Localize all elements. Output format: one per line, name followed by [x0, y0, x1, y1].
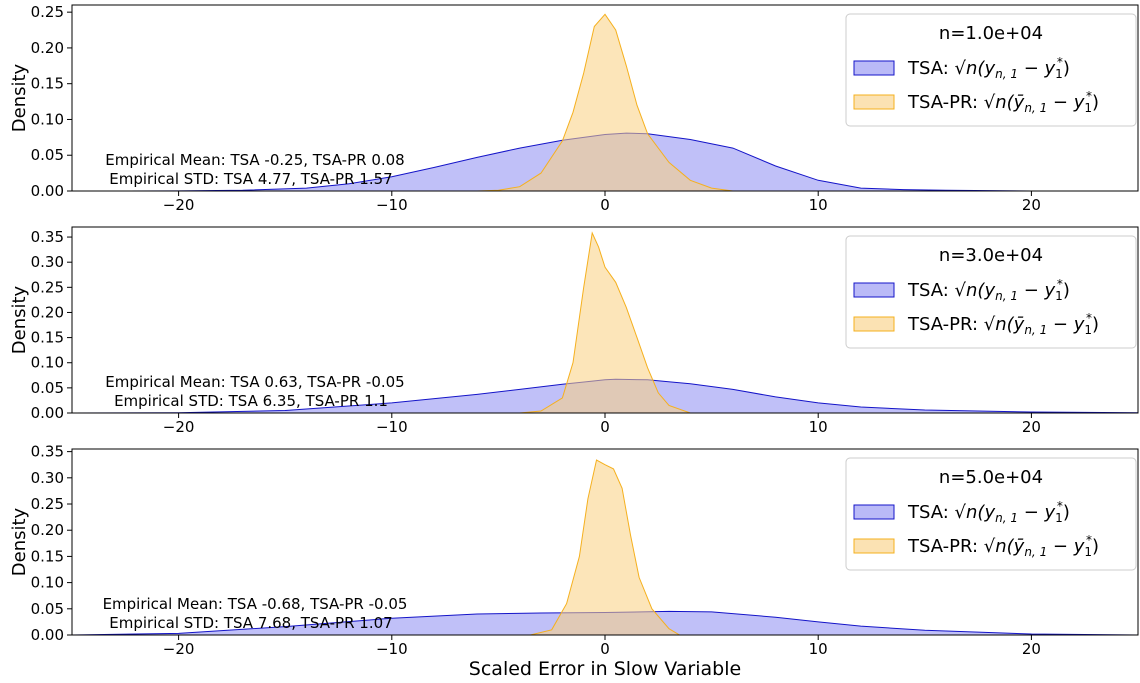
- legend-label-tsa: TSA: √n(yn, 1 − y1*): [907, 277, 1070, 303]
- legend: n=3.0e+04 TSA: √n(yn, 1 − y1*) TSA-PR: √n(…: [845, 235, 1137, 349]
- y-tick-label: 0.10: [31, 574, 64, 592]
- annotation-std: Empirical STD: TSA 6.35, TSA-PR 1.1: [114, 392, 388, 410]
- y-tick-label: 0.05: [31, 379, 64, 397]
- series-area-tsa-pr: [72, 233, 1138, 413]
- legend-swatch-tsa: [853, 282, 895, 298]
- legend-swatch-tsa-pr: [853, 94, 895, 110]
- legend-label-tsa: TSA: √n(yn, 1 − y1*): [907, 499, 1070, 525]
- series-area-tsa-pr: [72, 14, 1138, 191]
- legend-title: n=1.0e+04: [939, 23, 1043, 44]
- legend-label-tsa: TSA: √n(yn, 1 − y1*): [907, 55, 1070, 81]
- x-tick-label: −20: [163, 418, 195, 436]
- y-tick-label: 0.25: [31, 495, 64, 513]
- annotation-mean: Empirical Mean: TSA 0.63, TSA-PR -0.05: [105, 373, 404, 391]
- legend-title: n=3.0e+04: [939, 245, 1043, 266]
- y-tick-label: 0.10: [31, 354, 64, 372]
- y-tick-label: 0.20: [31, 303, 64, 321]
- legend-swatch-tsa-pr: [853, 316, 895, 332]
- legend-label-tsa-pr: TSA-PR: √n(ȳn, 1 − y1*): [907, 89, 1099, 115]
- legend: n=5.0e+04 TSA: √n(yn, 1 − y1*) TSA-PR: √n(…: [845, 457, 1137, 571]
- legend-swatch-tsa-pr: [853, 538, 895, 554]
- y-tick-label: 0.20: [31, 39, 64, 57]
- y-tick-label: 0.00: [31, 404, 64, 422]
- panel-1: −20 −10 0 10 20 0.00 0.05 0.10 0.15 0.20 0.25 Densi…: [9, 3, 1139, 214]
- y-tick-label: 0.05: [31, 600, 64, 618]
- y-tick-label: 0.25: [31, 278, 64, 296]
- y-tick-label: 0.20: [31, 521, 64, 539]
- y-tick-label: 0.10: [31, 110, 64, 128]
- x-tick-label: −10: [376, 418, 408, 436]
- y-axis-label: Density: [9, 507, 30, 576]
- x-tick-label: 0: [600, 418, 610, 436]
- annotation-mean: Empirical Mean: TSA -0.68, TSA-PR -0.05: [103, 595, 408, 613]
- series-line-tsa-pr: [72, 231, 1138, 413]
- y-tick-label: 0.35: [31, 228, 64, 246]
- legend-title: n=5.0e+04: [939, 467, 1043, 488]
- y-tick-label: 0.00: [31, 182, 64, 200]
- legend-swatch-tsa: [853, 504, 895, 520]
- legend: n=1.0e+04 TSA: √n(yn, 1 − y1*) TSA-PR: √n(…: [845, 13, 1137, 127]
- y-axis-label: Density: [9, 285, 30, 354]
- series-area-tsa-pr: [72, 460, 1138, 635]
- y-axis-label: Density: [9, 63, 30, 132]
- x-tick-label: 10: [809, 196, 828, 214]
- annotation-mean: Empirical Mean: TSA -0.25, TSA-PR 0.08: [105, 151, 404, 169]
- legend-label-tsa-pr: TSA-PR: √n(ȳn, 1 − y1*): [907, 311, 1099, 337]
- series-line-tsa-pr: [72, 13, 1138, 191]
- y-tick-label: 0.25: [31, 3, 64, 21]
- legend-box: [845, 457, 1137, 571]
- legend-box: [845, 13, 1137, 127]
- x-tick-label: −10: [376, 640, 408, 658]
- y-tick-label: 0.30: [31, 469, 64, 487]
- y-tick-label: 0.15: [31, 329, 64, 347]
- series-line-tsa: [72, 610, 1138, 635]
- x-axis-label: Scaled Error in Slow Variable: [469, 658, 741, 680]
- annotation-std: Empirical STD: TSA 4.77, TSA-PR 1.57: [109, 170, 392, 188]
- panel-3: −20 −10 0 10 20 0.00 0.05 0.10 0.15 0.20 0.25 0.30 0…: [9, 443, 1139, 658]
- panel-2: −20 −10 0 10 20 0.00 0.05 0.10 0.15 0.20 0.25 0.30 0…: [9, 226, 1139, 436]
- x-tick-label: 0: [600, 196, 610, 214]
- x-tick-label: 20: [1022, 418, 1041, 436]
- legend-swatch-tsa: [853, 60, 895, 76]
- y-tick-label: 0.30: [31, 253, 64, 271]
- x-tick-label: 20: [1022, 196, 1041, 214]
- x-tick-label: −20: [163, 640, 195, 658]
- x-tick-label: 0: [600, 640, 610, 658]
- y-tick-label: 0.00: [31, 626, 64, 644]
- x-tick-label: 10: [809, 640, 828, 658]
- y-tick-label: 0.15: [31, 75, 64, 93]
- x-tick-label: −20: [163, 196, 195, 214]
- legend-box: [845, 235, 1137, 349]
- x-tick-label: −10: [376, 196, 408, 214]
- x-tick-label: 10: [809, 418, 828, 436]
- y-tick-label: 0.15: [31, 547, 64, 565]
- series-line-tsa-pr: [72, 459, 1138, 635]
- legend-label-tsa-pr: TSA-PR: √n(ȳn, 1 − y1*): [907, 533, 1099, 559]
- y-tick-label: 0.35: [31, 443, 64, 461]
- y-tick-label: 0.05: [31, 146, 64, 164]
- annotation-std: Empirical STD: TSA 7.68, TSA-PR 1.07: [109, 614, 392, 632]
- x-tick-label: 20: [1022, 640, 1041, 658]
